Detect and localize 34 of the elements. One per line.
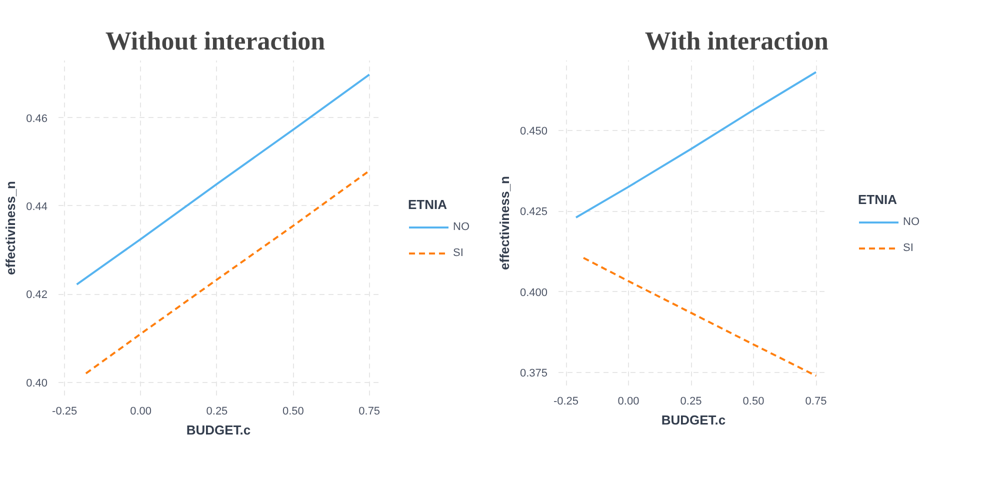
- line-series: [76, 74, 370, 286]
- chart-title: With interaction: [644, 26, 830, 56]
- x-axis-title: BUDGET.c: [661, 412, 726, 428]
- x-axis-title: BUDGET.c: [186, 422, 251, 438]
- x-tick-label: 0.75: [358, 406, 380, 418]
- y-tick-label: 0.425: [520, 206, 548, 218]
- y-tick-label: 0.46: [26, 112, 48, 125]
- x-tick-label: 0.50: [282, 406, 304, 418]
- legend-label: NO: [453, 221, 470, 233]
- legend-label: SI: [903, 242, 914, 254]
- legend-label: SI: [453, 247, 464, 259]
- x-tick-label: 0.25: [206, 406, 228, 418]
- x-tick-label: 0.00: [130, 406, 152, 418]
- x-tick-label: 0.00: [618, 396, 640, 408]
- line-series: [84, 170, 370, 374]
- y-tick-label: 0.375: [520, 368, 548, 380]
- line-series: [575, 71, 817, 219]
- y-tick-label: 0.44: [26, 200, 48, 213]
- y-tick-label: 0.450: [520, 125, 548, 138]
- y-tick-label: 0.40: [26, 377, 48, 390]
- x-tick-label: 0.25: [680, 396, 702, 408]
- y-tick-label: 0.400: [520, 286, 548, 299]
- chart-title: Without interaction: [105, 26, 326, 56]
- x-tick-label: 0.75: [805, 396, 827, 408]
- legend-title: ETNIA: [408, 197, 448, 212]
- y-axis-title: effectiviness_n: [496, 176, 512, 270]
- legend-title: ETNIA: [858, 192, 898, 207]
- x-tick-label: 0.50: [742, 396, 764, 408]
- x-tick-label: -0.25: [52, 406, 78, 418]
- y-axis-title: effectiviness_n: [3, 180, 18, 275]
- x-tick-label: -0.25: [553, 396, 579, 408]
- legend-label: NO: [903, 216, 920, 228]
- line-series: [582, 256, 817, 377]
- y-tick-label: 0.42: [26, 289, 48, 302]
